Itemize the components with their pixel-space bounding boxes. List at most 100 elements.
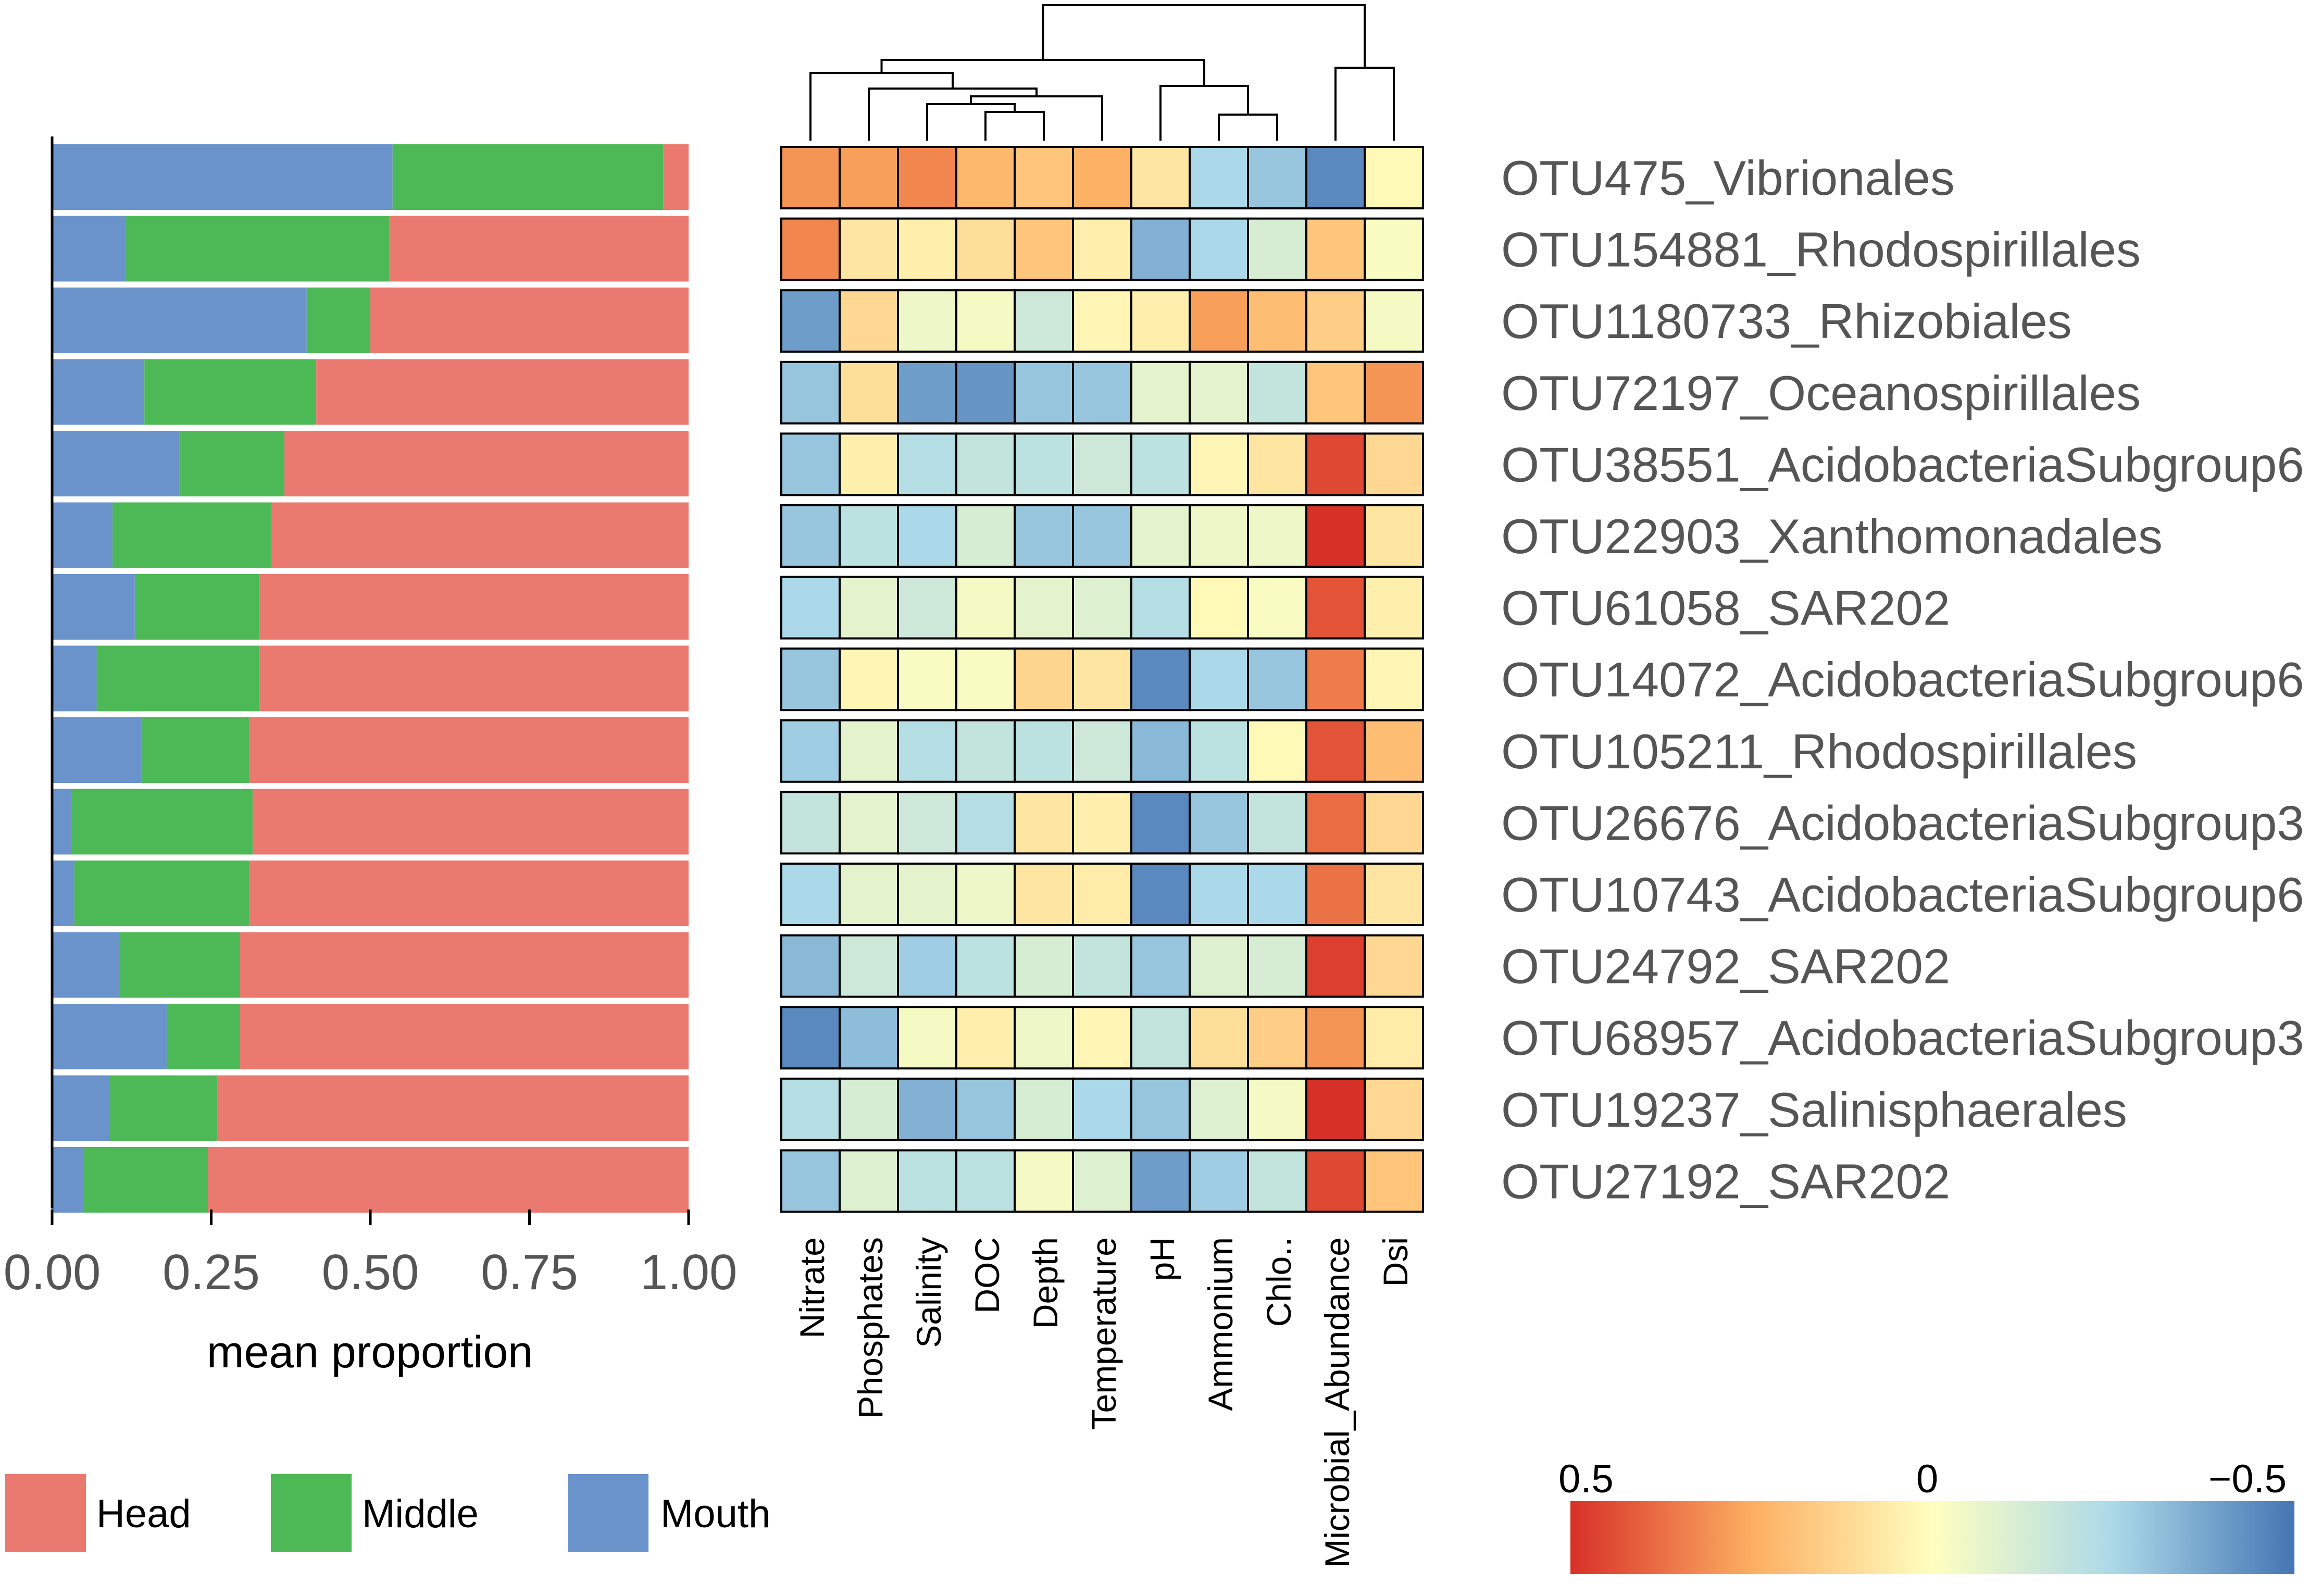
heatmap-cell: [1072, 504, 1132, 568]
heatmap-cell: [1189, 1077, 1249, 1141]
bar-segment-mouth: [52, 1004, 167, 1069]
heatmap-cell: [1189, 863, 1249, 926]
heatmap-cell: [955, 432, 1016, 496]
bar-segment-middle: [134, 574, 259, 640]
heatmap-cell: [955, 504, 1016, 568]
colorbar-tick-label: 0: [1916, 1457, 1938, 1501]
heatmap-cell: [1305, 432, 1366, 496]
heatmap-cell: [1189, 217, 1249, 281]
bar-segment-head: [217, 1075, 689, 1141]
heatmap-cell: [1130, 1149, 1191, 1213]
heatmap-cell: [897, 791, 957, 855]
colorbar-gradient: [1570, 1501, 2294, 1574]
heatmap-cell: [1072, 647, 1132, 712]
heatmap-cell: [839, 791, 899, 855]
heatmap-cell: [1305, 504, 1366, 568]
heatmap-cell: [1130, 647, 1191, 712]
bar-segment-middle: [74, 861, 249, 926]
legend-label-middle: Middle: [362, 1492, 479, 1536]
heatmap-row-label: OTU27192_SAR202: [1501, 1154, 1950, 1208]
heatmap-cell: [1305, 863, 1366, 926]
colorbar-tick-label: 0.5: [1558, 1457, 1614, 1501]
heatmap-cell: [780, 576, 841, 640]
heatmap-cell: [1189, 791, 1249, 855]
heatmap-column-label: Microbial_Abundance: [1318, 1237, 1356, 1568]
heatmap-row-labels: OTU475_Vibrionales OTU154881_Rhodospirill…: [1501, 151, 2304, 1208]
heatmap-cell: [1014, 647, 1074, 712]
heatmap-row-label: OTU22903_Xanthomonadales: [1501, 509, 2163, 564]
bar-segment-middle: [113, 502, 272, 568]
heatmap-cell: [1189, 360, 1249, 425]
heatmap-cell: [897, 647, 957, 712]
heatmap-cell: [780, 432, 841, 496]
bar-segment-head: [259, 645, 689, 712]
heatmap-cell: [897, 289, 957, 353]
heatmap-cell: [1364, 146, 1424, 209]
heatmap-cell: [839, 1077, 899, 1141]
bar-segment-head: [284, 431, 689, 496]
bar-segment-middle: [144, 359, 317, 425]
heatmap-cell: [897, 504, 957, 568]
bar-segment-mouth: [52, 502, 113, 568]
heatmap-cell: [1305, 360, 1366, 425]
heatmap-cell: [1072, 146, 1132, 209]
heatmap-cell: [897, 146, 957, 209]
heatmap-cell: [1247, 504, 1307, 568]
dendrogram-root: [1042, 4, 1366, 68]
heatmap-cell: [1364, 1006, 1424, 1070]
heatmap-cell: [1364, 1077, 1424, 1141]
heatmap-cell: [839, 360, 899, 425]
heatmap-column-label: Temperature: [1084, 1237, 1123, 1430]
heatmap-cell: [1072, 1006, 1132, 1070]
dendrogram-branch: [1334, 67, 1395, 141]
bar-segment-middle: [119, 932, 240, 998]
heatmap-row-label: OTU1180733_Rhizobiales: [1501, 294, 2072, 348]
heatmap-cell: [1247, 217, 1307, 281]
heatmap-cell: [1247, 360, 1307, 425]
dendrogram-branch: [809, 72, 954, 141]
heatmap-row-label: OTU26676_AcidobacteriaSubgroup3: [1501, 795, 2304, 850]
heatmap-cell: [1247, 934, 1307, 998]
heatmap-cell: [1072, 217, 1132, 281]
heatmap-cell: [1247, 1149, 1307, 1213]
dendrogram-branch: [984, 111, 1045, 141]
heatmap-cell: [1364, 504, 1424, 568]
heatmap-column-label: Chlo..: [1259, 1237, 1298, 1327]
heatmap-cell: [1130, 719, 1191, 783]
heatmap-column-label: Salinity: [909, 1237, 948, 1348]
heatmap-cell: [1014, 504, 1074, 568]
heatmap-cell: [897, 360, 957, 425]
heatmap-cell: [1014, 1006, 1074, 1070]
heatmap-cell: [780, 360, 841, 425]
heatmap-cell: [839, 576, 899, 640]
heatmap-cell: [1364, 432, 1424, 496]
bar-x-axis-title: mean proportion: [207, 1327, 533, 1377]
bar-x-tick-label: 0.50: [322, 1244, 419, 1300]
bar-segment-head: [271, 502, 689, 568]
heatmap-column-label: pH: [1143, 1237, 1181, 1281]
bar-segment-head: [240, 932, 689, 998]
heatmap-cell: [1014, 863, 1074, 926]
heatmap-cell: [1014, 289, 1074, 353]
heatmap-cell: [1247, 791, 1307, 855]
heatmap-cell: [1364, 360, 1424, 425]
heatmap-cell: [1305, 576, 1366, 640]
heatmap-column-label: Phosphates: [851, 1237, 890, 1419]
heatmap-cell: [1305, 1149, 1366, 1213]
colorbar-tick-label: −0.5: [2208, 1457, 2287, 1501]
bar-segment-mouth: [52, 216, 126, 282]
heatmap-cell: [1130, 432, 1191, 496]
heatmap-row-label: OTU154881_Rhodospirillales: [1501, 222, 2141, 277]
heatmap-cell: [1189, 146, 1249, 209]
heatmap-row-label: OTU105211_Rhodospirillales: [1501, 724, 2137, 779]
heatmap-cell: [897, 719, 957, 783]
heatmap-cell: [1364, 647, 1424, 712]
heatmap-cell: [839, 1149, 899, 1213]
heatmap-cell: [1305, 289, 1366, 353]
heatmap-cell: [1072, 432, 1132, 496]
heatmap-column-label: Depth: [1026, 1237, 1065, 1329]
heatmap-cell: [839, 934, 899, 998]
legend-label-mouth: Mouth: [660, 1492, 770, 1536]
bar-segment-mouth: [52, 359, 145, 425]
